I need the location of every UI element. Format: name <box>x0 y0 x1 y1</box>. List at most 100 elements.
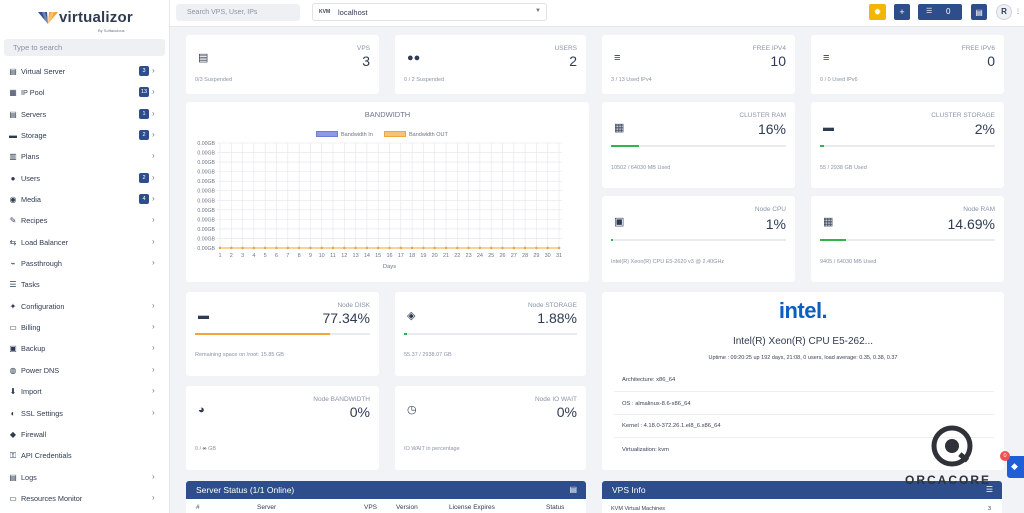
bandwidth-title: BANDWIDTH <box>364 110 411 119</box>
sidebar-item-billing[interactable]: ▭ Billing › <box>0 317 170 338</box>
col-vps[interactable]: VPS <box>364 504 378 511</box>
network-icon: ≡ <box>823 52 830 64</box>
sidebar-item-virtual-server[interactable]: ▤ Virtual Server 3 › <box>0 61 170 82</box>
node-disk-card[interactable]: ▬ Node DISK 77.34% Remaining space on /r… <box>186 292 379 376</box>
data-point <box>286 246 289 250</box>
sidebar-item-tasks[interactable]: ☰ Tasks <box>0 274 170 295</box>
add-button[interactable]: + <box>894 4 910 20</box>
card-sub: Intel(R) Xeon(R) CPU E5-2620 v3 @ 2.40GH… <box>611 259 725 265</box>
x-tick-label: 25 <box>488 253 494 259</box>
data-point <box>535 246 538 250</box>
sidebar-item-api-credentials[interactable]: ⚿ API Credentials <box>0 445 170 466</box>
data-point <box>444 246 448 250</box>
col-license-expires[interactable]: License Expires <box>449 504 495 511</box>
free-ipv6-card[interactable]: ≡ FREE IPV6 0 0 / 0 Used IPv6 <box>811 35 1004 94</box>
sidebar-item-ip-pool[interactable]: ▦ IP Pool 13 › <box>0 82 170 103</box>
sidebar-item-ssl-settings[interactable]: ◐ SSL Settings › <box>0 403 170 424</box>
col-status[interactable]: Status <box>546 504 565 511</box>
data-point <box>501 246 504 250</box>
sidebar-item-label: Import <box>21 387 42 397</box>
sidebar-item-media[interactable]: ◉ Media 4 › <box>0 189 170 210</box>
vps-card[interactable]: ▤ VPS 3 0/3 Suspended <box>186 35 379 94</box>
card-sub: 55 / 2938 GB Used <box>820 165 867 171</box>
sidebar-item-label: Configuration <box>21 301 65 311</box>
virtualizor-logo[interactable]: virtualizor By Softaculous <box>38 8 138 34</box>
card-title: Node DISK <box>337 302 370 309</box>
sidebar-item-recipes[interactable]: ✎ Recipes › <box>0 210 170 231</box>
node-bandwidth-card[interactable]: ◕ Node BANDWIDTH 0% 0 / ∞ GB <box>186 386 379 470</box>
divider <box>614 414 994 415</box>
data-point <box>388 246 391 250</box>
sidebar-item-power-dns[interactable]: ◍ Power DNS › <box>0 360 170 381</box>
x-tick-label: 15 <box>375 253 381 259</box>
data-point <box>399 246 402 250</box>
settings-gear-button[interactable]: ✹ <box>869 4 886 20</box>
documentation-button[interactable]: ▤ <box>971 4 987 20</box>
notifications-button[interactable]: ◆ <box>1007 456 1024 478</box>
legend-swatch <box>384 131 406 137</box>
node-ram-card[interactable]: ▦ Node RAM 14.69% 9405 / 64030 MB Used <box>811 196 1004 282</box>
legend-bandwidth-in[interactable]: Bandwidth In <box>316 131 373 138</box>
node-cpu-card[interactable]: ▣ Node CPU 1% Intel(R) Xeon(R) CPU E5-26… <box>602 196 795 282</box>
col-server[interactable]: Server <box>257 504 277 511</box>
sidebar-item-plans[interactable]: ▥ Plans › <box>0 146 170 167</box>
card-value: 0% <box>349 404 370 420</box>
card-value: 2% <box>974 121 995 137</box>
sidebar-item-logs[interactable]: ▤ Logs › <box>0 467 170 488</box>
sidebar-search-input[interactable]: Type to search <box>4 39 165 56</box>
sidebar-item-storage[interactable]: ▬ Storage 2 › <box>0 125 170 146</box>
sidebar-item-import[interactable]: ⬇ Import › <box>0 381 170 402</box>
sidebar-item-label: Users <box>21 173 41 183</box>
cluster-ram-bar <box>611 145 786 147</box>
col-version[interactable]: Version <box>396 504 418 511</box>
sidebar-item-label: Recipes <box>21 216 48 226</box>
data-point <box>354 246 357 250</box>
sidebar-item-label: Logs <box>21 472 37 482</box>
sidebar-item-users[interactable]: ● Users 2 › <box>0 168 170 189</box>
sidebar-item-backup[interactable]: ▣ Backup › <box>0 338 170 359</box>
logs-icon: ▤ <box>9 472 17 482</box>
kernel: Kernel : 4.18.0-372.26.1.el8_6.x86_64 <box>622 423 721 429</box>
sidebar-item-load-balancer[interactable]: ⇆ Load Balancer › <box>0 232 170 253</box>
sidebar-item-passthrough[interactable]: ⌁ Passthrough › <box>0 253 170 274</box>
free-ipv4-card[interactable]: ≡ FREE IPV4 10 3 / 13 Used IPv4 <box>602 35 795 94</box>
chevron-right-icon: › <box>152 194 155 204</box>
sidebar-item-servers[interactable]: ▤ Servers 1 › <box>0 104 170 125</box>
sidebar-item-resources-monitor[interactable]: ▭ Resources Monitor › <box>0 488 170 509</box>
y-tick-label: 0.00GB <box>197 246 215 252</box>
card-title: Node STORAGE <box>527 302 577 309</box>
sidebar-item-label: API Credentials <box>21 451 72 461</box>
io-wait-card[interactable]: ◷ Node IO WAIT 0% IO WAIT in percentage <box>395 386 586 470</box>
y-tick-label: 0.00GB <box>197 151 215 157</box>
sidebar: virtualizor By Softaculous Type to searc… <box>0 0 170 513</box>
data-point <box>343 246 346 250</box>
legend-bandwidth-out[interactable]: Bandwidth OUT <box>384 131 448 138</box>
sidebar-item-firewall[interactable]: ◆ Firewall <box>0 424 170 445</box>
users-card[interactable]: ●● USERS 2 0 / 2 Suspended <box>395 35 586 94</box>
chevron-right-icon: › <box>152 236 155 246</box>
avatar-chevron-icon[interactable]: ⋮ <box>1015 9 1021 15</box>
node-storage-card[interactable]: ◈ Node STORAGE 1.88% 55.37 / 2938.07 GB <box>395 292 586 376</box>
x-tick-label: 23 <box>466 253 472 259</box>
user-avatar[interactable]: R <box>996 4 1012 20</box>
y-tick-label: 0.00GB <box>197 141 215 147</box>
server-status-icon[interactable]: ▤ <box>569 485 577 494</box>
x-tick-label: 16 <box>386 253 392 259</box>
menu-icon[interactable]: ☰ <box>985 485 993 494</box>
x-tick-label: 29 <box>533 253 539 259</box>
book-icon: ▤ <box>975 8 983 17</box>
x-tick-label: 8 <box>298 253 301 259</box>
data-point <box>377 246 380 250</box>
data-point <box>546 246 549 250</box>
cluster-ram-card[interactable]: ▦ CLUSTER RAM 16% 10502 / 64030 MB Used <box>602 102 795 188</box>
sidebar-item-configuration[interactable]: ✦ Configuration › <box>0 296 170 317</box>
data-point <box>523 246 527 250</box>
x-tick-label: 10 <box>319 253 325 259</box>
tasks-icon: ☰ <box>9 280 17 290</box>
cluster-storage-card[interactable]: ▬ CLUSTER STORAGE 2% 55 / 2938 GB Used <box>811 102 1004 188</box>
x-tick-label: 24 <box>477 253 483 259</box>
tasks-button[interactable]: ☰ 0 <box>918 4 962 20</box>
global-search-input[interactable]: Search VPS, User, IPs <box>176 4 300 21</box>
server-select[interactable]: KVM localhost ▼ <box>312 3 547 21</box>
backup-icon: ▣ <box>9 344 17 354</box>
